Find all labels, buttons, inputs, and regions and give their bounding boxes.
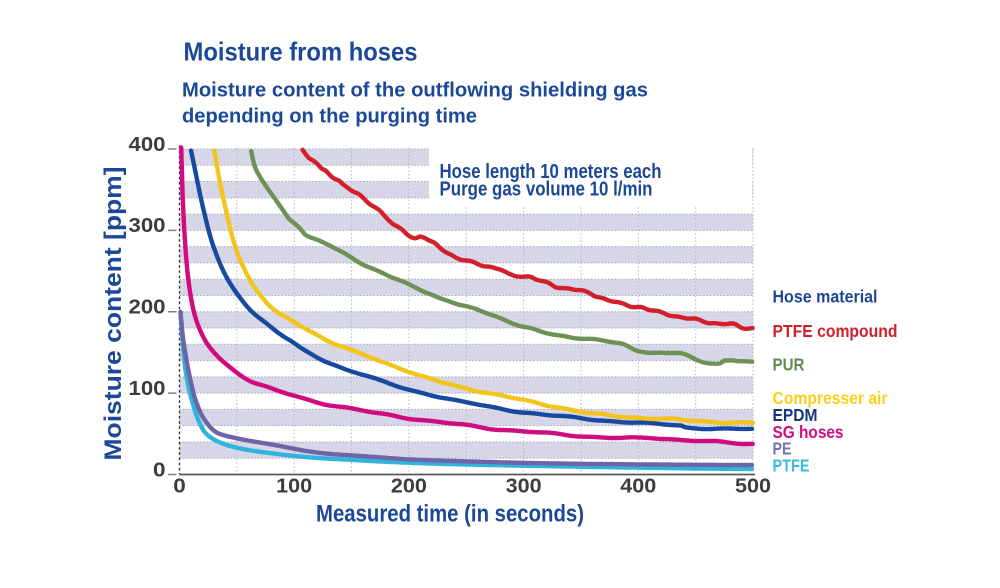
svg-text:PUR: PUR [773,355,805,375]
svg-text:300: 300 [129,215,166,237]
svg-text:Moisture from hoses: Moisture from hoses [184,36,418,66]
svg-text:PTFE: PTFE [773,455,810,475]
svg-text:400: 400 [620,476,656,498]
svg-text:0: 0 [153,459,166,481]
svg-text:Measured time (in seconds): Measured time (in seconds) [316,501,584,528]
svg-text:0: 0 [173,476,186,498]
svg-text:Moisture content of the outflo: Moisture content of the outflowing shiel… [182,80,648,102]
svg-text:Purge gas volume 10 l/min: Purge gas volume 10 l/min [440,179,653,201]
svg-text:SG hoses: SG hoses [773,422,844,442]
svg-text:EPDM: EPDM [773,405,818,425]
svg-text:depending on the purging time: depending on the purging time [182,106,477,128]
svg-text:500: 500 [735,476,771,498]
svg-text:100: 100 [129,378,166,400]
svg-text:200: 200 [129,297,166,319]
svg-text:Hose material: Hose material [773,287,878,307]
svg-text:Moisture content [ppm]: Moisture content [ppm] [100,167,127,461]
svg-text:200: 200 [391,476,427,498]
svg-text:300: 300 [506,476,542,498]
svg-text:100: 100 [276,476,312,498]
svg-text:Compresser air: Compresser air [773,388,888,408]
svg-text:400: 400 [129,134,166,156]
svg-text:PE: PE [773,439,792,459]
svg-text:PTFE compound: PTFE compound [773,321,898,341]
svg-text:Hose length 10 meters each: Hose length 10 meters each [440,161,662,183]
